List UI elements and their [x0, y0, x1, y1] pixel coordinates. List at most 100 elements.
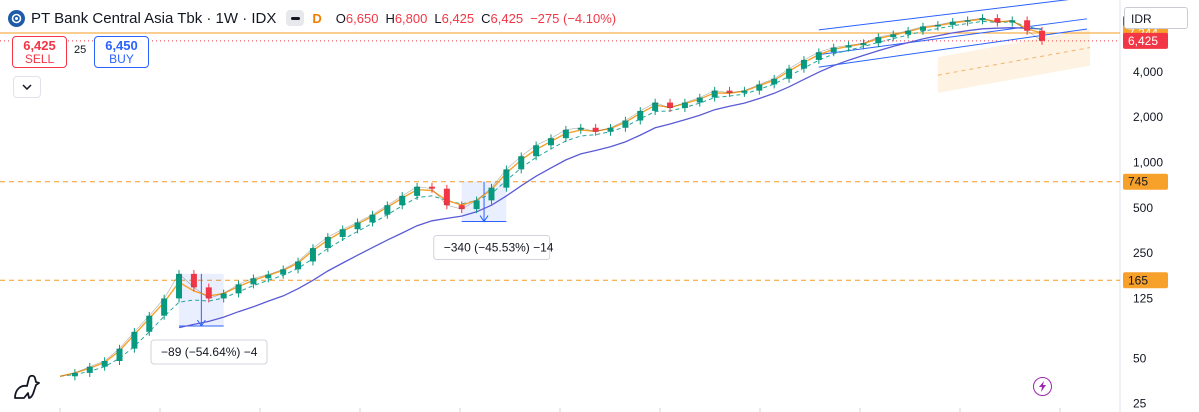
y-tick-label-7: 4,000 — [1133, 65, 1163, 79]
candle-body-36 — [592, 127, 599, 132]
candle-body-25 — [428, 186, 435, 189]
candle-body-48 — [771, 78, 778, 85]
candle-body-26 — [443, 188, 450, 206]
candle-body-55 — [875, 37, 882, 44]
candle-body-57 — [905, 30, 912, 35]
y-tick-label-4: 500 — [1133, 201, 1153, 215]
candle-body-5 — [131, 331, 138, 349]
price-tag-box-2 — [1123, 32, 1168, 49]
candle-body-14 — [265, 274, 272, 279]
candle-body-47 — [756, 84, 763, 91]
candle-body-17 — [309, 248, 316, 262]
sell-price: 6,425 — [23, 38, 56, 53]
tradingview-dino-icon[interactable] — [12, 372, 42, 405]
candle-body-66 — [1039, 30, 1045, 41]
y-tick-label-2: 125 — [1133, 291, 1153, 305]
change-value: −275 (−4.10%) — [530, 10, 617, 26]
measure-label-box-0 — [150, 339, 268, 365]
candle-body-3 — [101, 360, 108, 367]
measure-label-1: −340 (−45.53%) −14 — [444, 241, 554, 255]
candle-body-28 — [473, 200, 480, 210]
candle-body-33 — [548, 138, 554, 146]
candle-body-19 — [339, 229, 346, 237]
close-label: C — [481, 10, 491, 26]
candle-body-24 — [414, 186, 421, 196]
candle-body-8 — [176, 273, 183, 299]
candle-body-31 — [518, 156, 525, 170]
lightning-icon[interactable] — [1033, 377, 1052, 396]
candle-body-58 — [919, 26, 926, 31]
y-tick-label-3: 250 — [1133, 246, 1153, 260]
y-tick-label-5: 1,000 — [1133, 155, 1163, 169]
candle-body-46 — [741, 90, 748, 93]
price-tag-box-4 — [1123, 272, 1168, 289]
candle-body-59 — [934, 24, 941, 27]
candle-body-64 — [1009, 20, 1016, 23]
low-value: 6,425 — [441, 10, 475, 26]
candle-body-49 — [786, 68, 793, 79]
candle-body-22 — [384, 205, 391, 215]
spread-value: 25 — [74, 44, 87, 56]
measure-label-0: −89 (−54.64%) −4 — [161, 345, 258, 359]
candle-body-40 — [652, 102, 659, 111]
chevron-down-icon — [22, 84, 32, 90]
candle-body-39 — [637, 110, 644, 121]
candle-body-15 — [280, 269, 287, 275]
candle-body-34 — [562, 129, 569, 139]
candle-body-35 — [577, 127, 584, 130]
currency-selector[interactable]: IDR — [1124, 7, 1188, 29]
candle-body-62 — [979, 18, 986, 21]
candle-body-50 — [800, 59, 807, 69]
candle-body-20 — [354, 222, 361, 230]
symbol-logo-icon — [8, 9, 25, 27]
candle-body-23 — [399, 195, 406, 206]
channel-upper-line — [818, 0, 1070, 31]
candle-body-7 — [161, 298, 168, 316]
y-tick-label-0: 25 — [1133, 397, 1147, 411]
candle-body-44 — [711, 90, 718, 98]
candle-body-32 — [533, 145, 540, 157]
candle-body-27 — [458, 205, 465, 210]
hide-legend-icon[interactable] — [286, 10, 305, 26]
candle-body-21 — [369, 214, 376, 223]
candle-body-10 — [205, 287, 212, 299]
candle-body-9 — [190, 273, 197, 288]
y-tick-label-1: 50 — [1133, 351, 1147, 365]
candle-body-45 — [726, 90, 733, 93]
low-label: L — [434, 10, 442, 26]
candle-body-11 — [220, 293, 227, 299]
buy-button[interactable]: 6,450 BUY — [94, 36, 149, 68]
projection-midline — [937, 47, 1091, 76]
y-tick-label-6: 2,000 — [1133, 110, 1163, 124]
sell-label: SELL — [24, 52, 55, 66]
candle-body-52 — [830, 47, 837, 53]
candle-body-2 — [86, 366, 93, 373]
candle-body-29 — [488, 187, 495, 201]
candle-body-4 — [116, 348, 123, 361]
price-tag-label-4: 165 — [1128, 273, 1148, 287]
market-status-badge[interactable]: D — [312, 10, 322, 26]
candle-body-56 — [890, 34, 897, 38]
candle-body-51 — [815, 52, 822, 60]
candle-body-61 — [964, 20, 971, 22]
candle-body-6 — [146, 315, 153, 332]
price-tag-label-3: 745 — [1128, 175, 1148, 189]
ohlc-values: O6,650 H6,800 L6,425 C6,425 −275 (−4.10%… — [336, 11, 616, 26]
price-line — [59, 17, 1043, 377]
candle-body-1 — [71, 372, 78, 377]
sell-button[interactable]: 6,425 SELL — [12, 36, 67, 68]
candle-body-30 — [503, 169, 510, 188]
candle-body-41 — [667, 102, 674, 109]
open-value: 6,650 — [345, 10, 379, 26]
symbol-title[interactable]: PT Bank Central Asia Tbk · 1W · IDX — [31, 9, 277, 27]
chart-legend: PT Bank Central Asia Tbk · 1W · IDX D O6… — [8, 7, 616, 29]
price-tag-box-3 — [1123, 173, 1168, 190]
buy-label: BUY — [109, 52, 134, 66]
ma-slow-line — [178, 27, 1043, 329]
candle-body-12 — [235, 284, 242, 294]
candle-body-53 — [845, 45, 852, 48]
collapse-legend-button[interactable] — [13, 76, 41, 98]
candle-body-60 — [949, 21, 956, 25]
candle-body-43 — [696, 97, 703, 103]
